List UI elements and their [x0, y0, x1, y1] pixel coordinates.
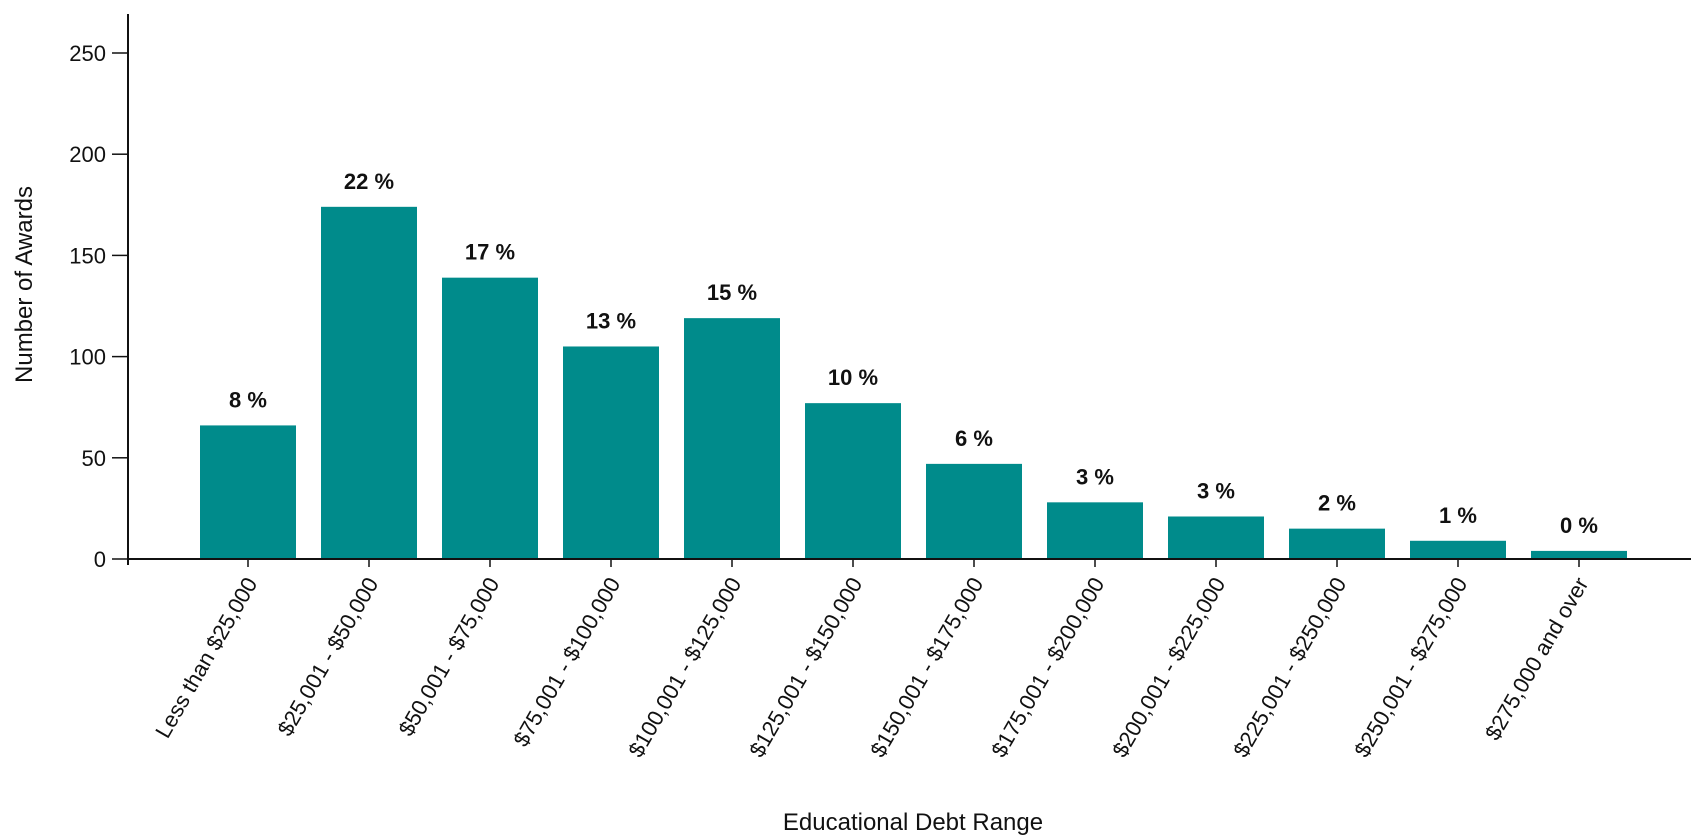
x-tick-label: $175,001 - $200,000: [986, 573, 1109, 761]
x-tick-label: $250,001 - $275,000: [1349, 573, 1472, 761]
x-tick-label: $75,001 - $100,000: [508, 573, 625, 751]
y-tick-label: 100: [69, 345, 106, 370]
y-tick-label: 200: [69, 142, 106, 167]
y-tick-label: 50: [82, 446, 106, 471]
bar-data-label: 13 %: [586, 308, 636, 333]
x-tick-label: $200,001 - $225,000: [1107, 573, 1230, 761]
bar-data-label: 8 %: [229, 387, 267, 412]
x-tick-label: $150,001 - $175,000: [865, 573, 988, 761]
bar: [1168, 516, 1264, 559]
y-tick-label: 0: [94, 547, 106, 572]
bar: [1531, 550, 1627, 559]
y-tick-label: 150: [69, 243, 106, 268]
bar: [1047, 502, 1143, 559]
bar-data-label: 0 %: [1560, 513, 1598, 538]
y-axis-ticks: 0 50 100 150 200 250: [69, 41, 128, 572]
x-tick-label: Less than $25,000: [150, 573, 262, 742]
bar-data-label: 3 %: [1197, 478, 1235, 503]
bar: [200, 425, 296, 559]
x-tick-label: $25,001 - $50,000: [272, 573, 383, 740]
bar-data-label: 22 %: [344, 169, 394, 194]
x-axis-ticks: Less than $25,000 $25,001 - $50,000 $50,00…: [150, 559, 1593, 761]
bars-group: [200, 206, 1627, 559]
x-tick-label: $50,001 - $75,000: [393, 573, 504, 740]
bar: [805, 403, 901, 559]
y-axis-title: Number of Awards: [11, 186, 38, 383]
x-tick-label: $275,000 and over: [1480, 573, 1593, 744]
x-tick-label: $100,001 - $125,000: [623, 573, 746, 761]
bar: [926, 463, 1022, 559]
bar: [1289, 528, 1385, 559]
bar-data-label: 10 %: [828, 365, 878, 390]
bar: [442, 277, 538, 559]
bar-data-label: 17 %: [465, 240, 515, 265]
bar-data-label: 3 %: [1076, 464, 1114, 489]
bar-data-label: 6 %: [955, 426, 993, 451]
bar: [684, 318, 780, 559]
bar: [563, 346, 659, 559]
bar-data-label: 2 %: [1318, 491, 1356, 516]
data-labels-group: 8 % 22 % 17 % 13 % 15 % 10 % 6 % 3 % 3 % 2 % 1 % 0 …: [229, 169, 1598, 538]
x-axis-title: Educational Debt Range: [783, 809, 1043, 835]
y-tick-label: 250: [69, 41, 106, 66]
bar: [321, 206, 417, 559]
x-tick-label: $125,001 - $150,000: [744, 573, 867, 761]
bar: [1410, 540, 1506, 559]
bar-data-label: 1 %: [1439, 503, 1477, 528]
bar-data-label: 15 %: [707, 280, 757, 305]
x-tick-label: $225,001 - $250,000: [1228, 573, 1351, 761]
